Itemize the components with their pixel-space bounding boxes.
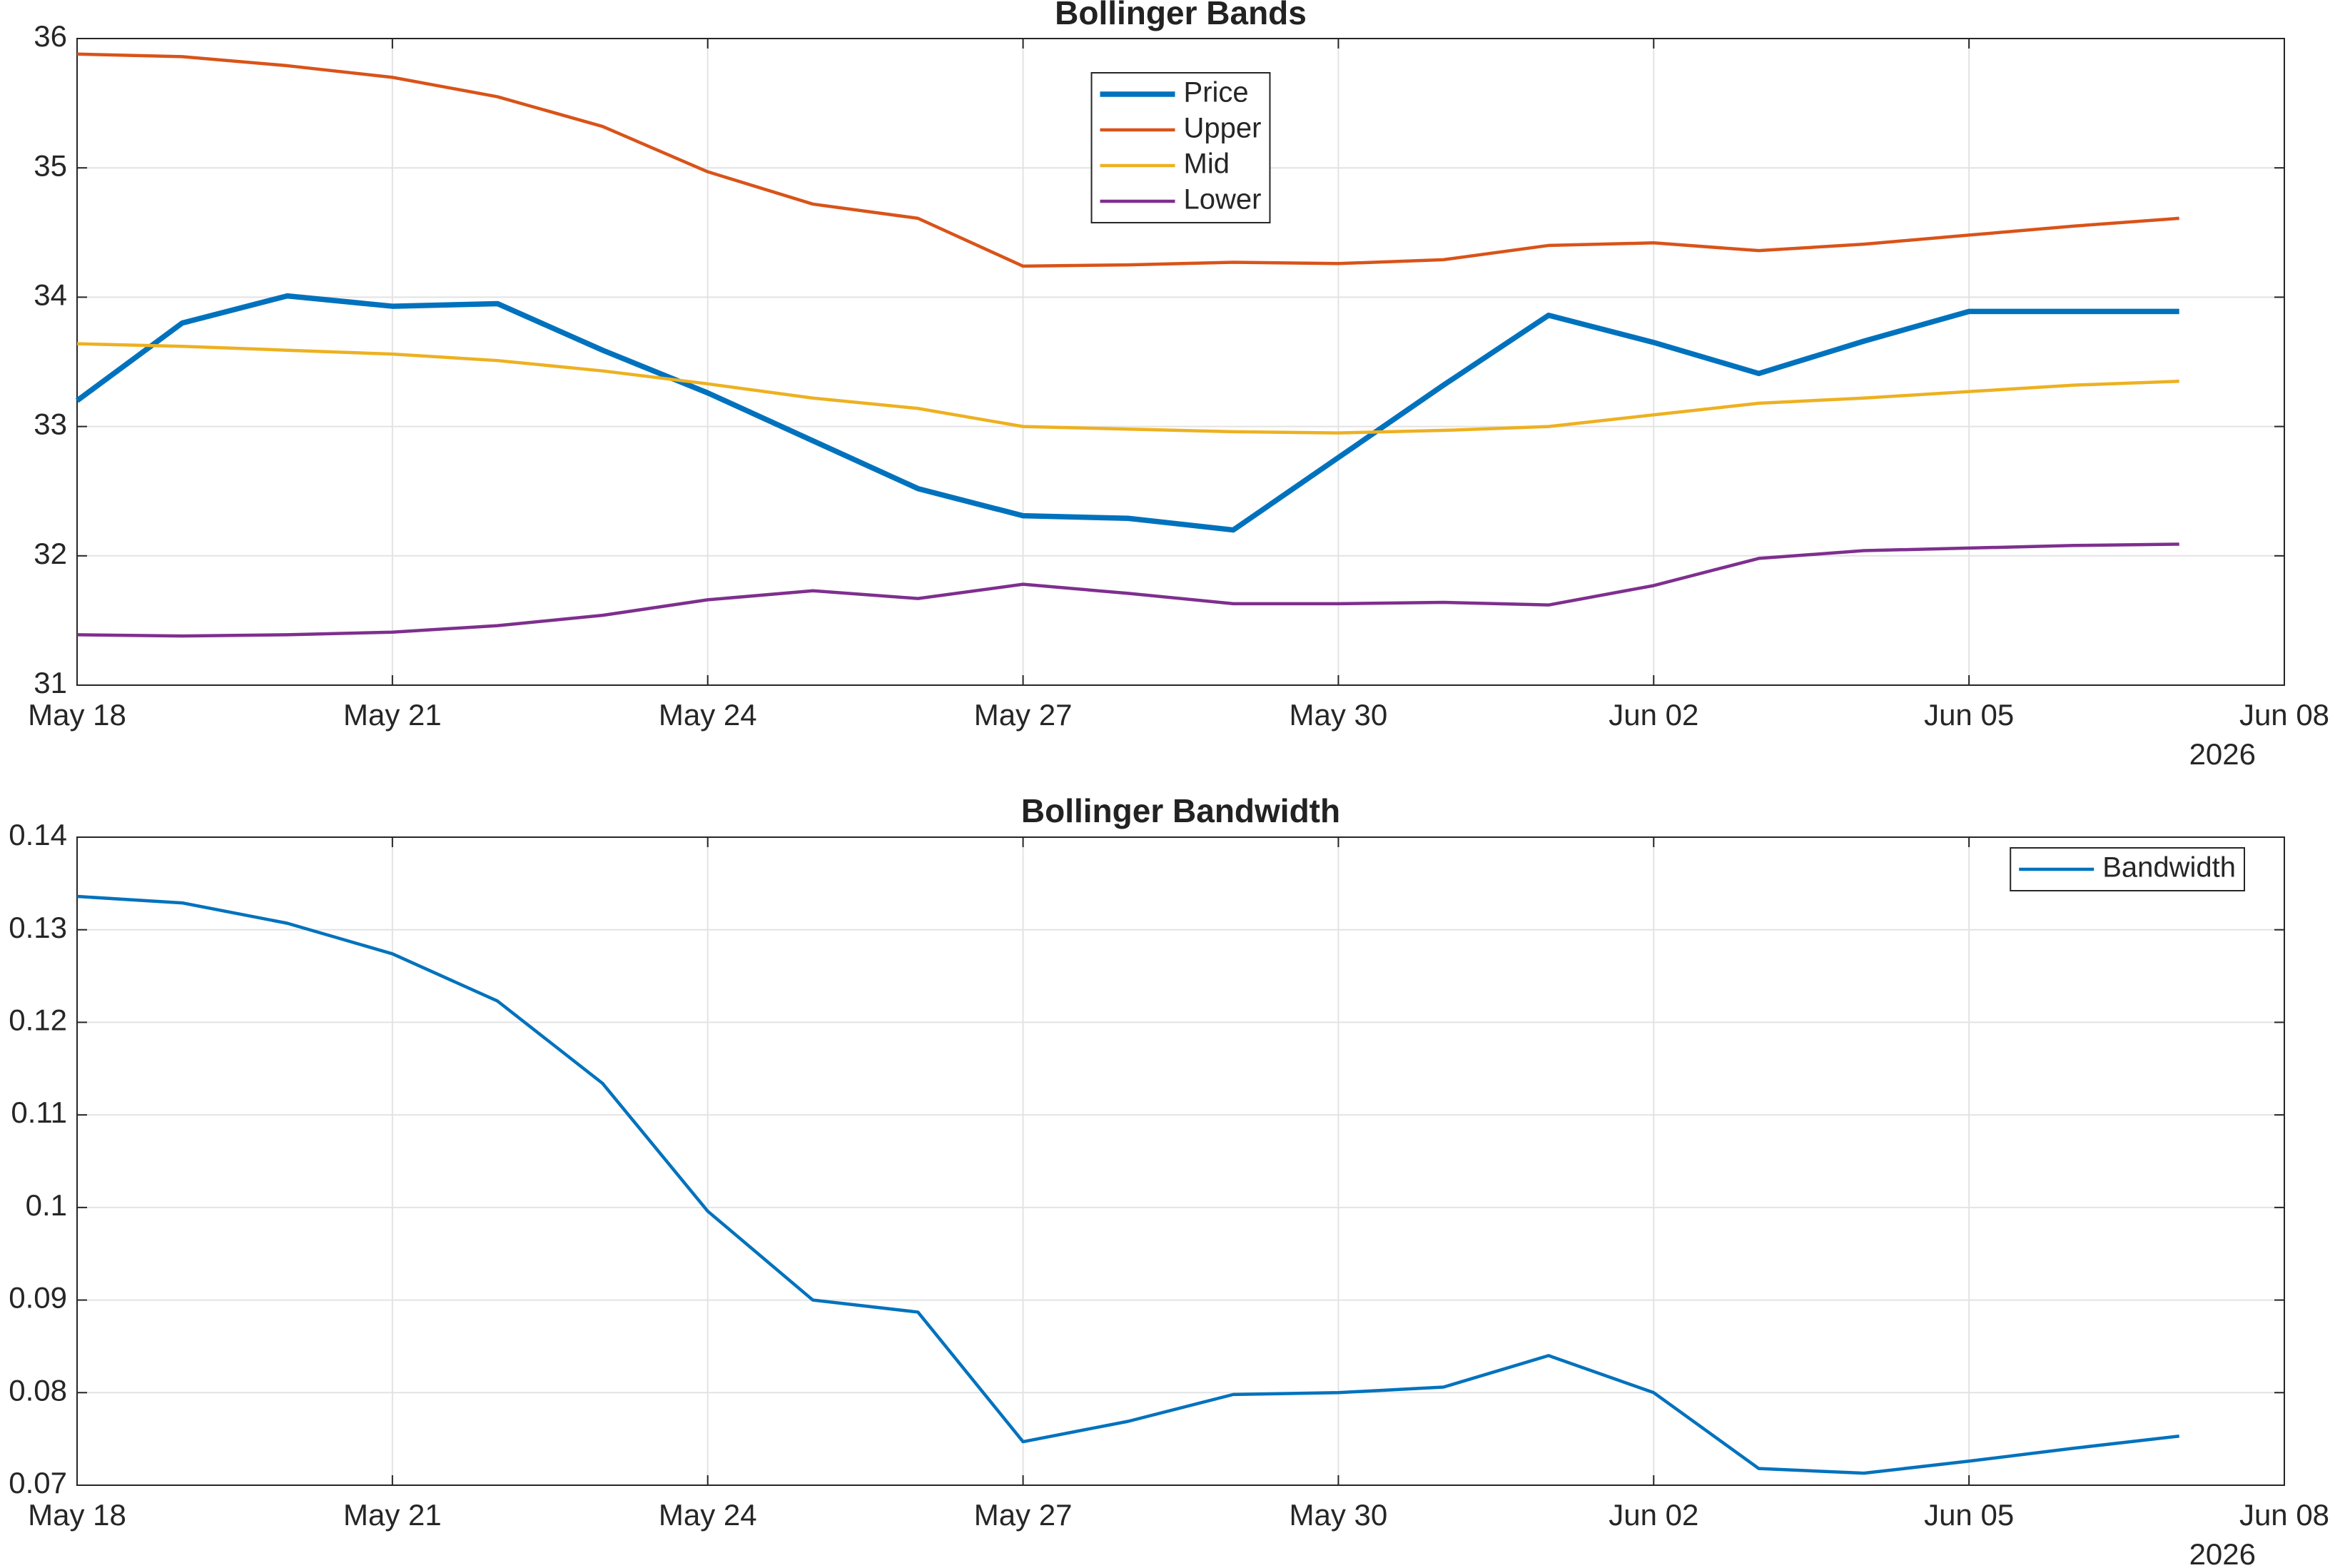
y-tick-label: 32 xyxy=(34,537,67,570)
y-tick-label: 31 xyxy=(34,666,67,699)
y-tick-label: 0.1 xyxy=(26,1188,67,1222)
axes-box xyxy=(76,38,2285,686)
x-tick-label: Jun 08 xyxy=(2239,698,2329,732)
x-tick-label: May 27 xyxy=(974,1498,1073,1532)
x-tick-label: Jun 05 xyxy=(1924,698,2014,732)
legend-box xyxy=(1090,72,1271,223)
x-tick-label: May 24 xyxy=(659,698,757,732)
x-tick-label: Jun 05 xyxy=(1924,1498,2014,1532)
x-tick-label: May 27 xyxy=(974,698,1073,732)
series-line xyxy=(76,894,2179,1475)
legend: Price Upper Mid Lower xyxy=(1090,72,1271,223)
legend: Bandwidth xyxy=(2010,847,2245,891)
x-tick-label: May 30 xyxy=(1290,1498,1388,1532)
x-tick-label: May 24 xyxy=(659,1498,757,1532)
chart-title: Bollinger Bands xyxy=(1055,0,1307,31)
x-tick-label: Jun 02 xyxy=(1609,1498,1698,1532)
x-tick-label: May 18 xyxy=(28,1498,126,1532)
y-tick-label: 0.09 xyxy=(9,1281,67,1315)
y-tick-label: 0.11 xyxy=(11,1096,67,1129)
x-year-label: 2026 xyxy=(2189,737,2256,771)
x-tick-label: Jun 08 xyxy=(2239,1498,2329,1532)
series-line xyxy=(76,52,2179,268)
y-tick-label: 0.13 xyxy=(9,911,67,944)
y-tick-label: 0.08 xyxy=(9,1373,67,1407)
legend-label: Price xyxy=(1184,77,1249,108)
y-tick-label: 34 xyxy=(34,278,67,311)
y-tick-label: 0.07 xyxy=(9,1466,67,1499)
y-tick-label: 0.14 xyxy=(9,818,67,851)
legend-label: Bandwidth xyxy=(2102,852,2236,884)
legend-label: Lower xyxy=(1184,184,1262,216)
x-tick-label: May 18 xyxy=(28,698,126,732)
series-line xyxy=(76,542,2179,638)
x-year-label: 2026 xyxy=(2189,1537,2256,1568)
chart-title: Bollinger Bandwidth xyxy=(1021,792,1340,829)
legend-label: Upper xyxy=(1184,113,1262,144)
legend-label: Mid xyxy=(1184,148,1230,180)
series-line xyxy=(76,342,2179,435)
y-tick-label: 35 xyxy=(34,148,67,182)
axes-box xyxy=(76,836,2285,1486)
y-tick-label: 36 xyxy=(34,19,67,53)
x-tick-label: Jun 02 xyxy=(1609,698,1698,732)
series-line xyxy=(75,293,2179,533)
y-tick-label: 0.12 xyxy=(9,1003,67,1037)
x-tick-label: May 21 xyxy=(343,698,442,732)
x-tick-label: May 30 xyxy=(1290,698,1388,732)
x-tick-label: May 21 xyxy=(343,1498,442,1532)
y-tick-label: 33 xyxy=(34,408,67,441)
